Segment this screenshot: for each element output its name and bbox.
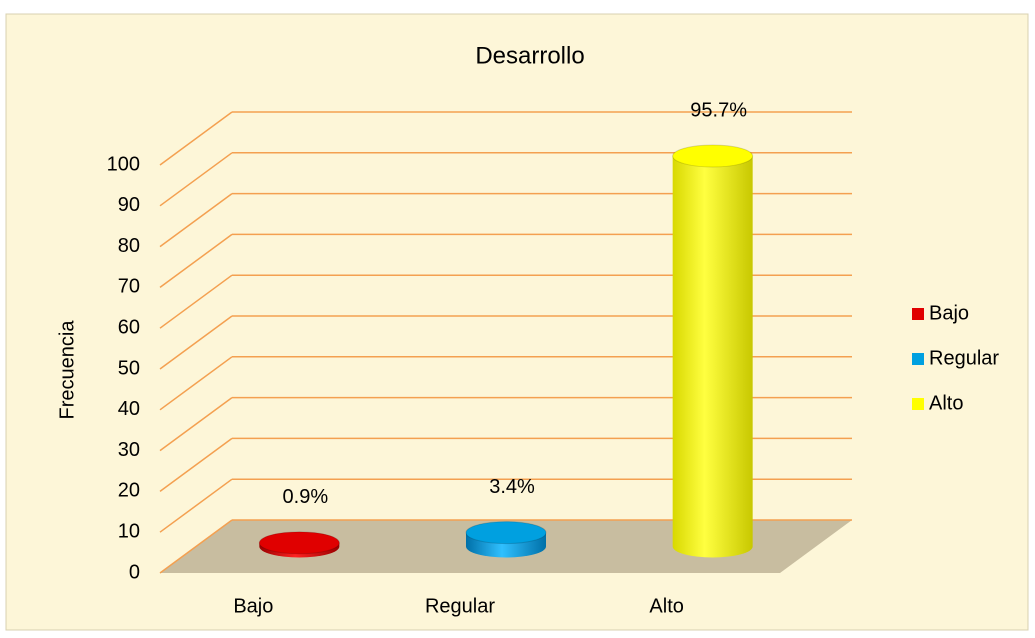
grid-line xyxy=(159,192,233,248)
y-tick-label: 50 xyxy=(118,357,140,379)
y-tick-label: 90 xyxy=(118,194,140,216)
y-tick-label: 20 xyxy=(118,480,140,502)
legend-label: Alto xyxy=(929,392,963,414)
data-label: 3.4% xyxy=(489,476,535,498)
y-tick-label: 30 xyxy=(118,439,140,461)
y-tick-label: 100 xyxy=(107,153,140,175)
chart-title: Desarrollo xyxy=(475,42,584,69)
grid-line xyxy=(159,274,233,329)
y-tick-label: 0 xyxy=(129,561,140,583)
grid-line xyxy=(159,315,233,370)
grid-line xyxy=(159,356,233,411)
legend-swatch xyxy=(912,398,924,410)
data-label: 95.7% xyxy=(690,99,747,121)
grid-line xyxy=(159,396,233,452)
y-tick-label: 80 xyxy=(118,235,140,257)
grid-line xyxy=(159,111,233,166)
bar xyxy=(672,156,753,558)
y-axis-label: Frecuencia xyxy=(56,320,78,420)
grid-line xyxy=(159,478,233,533)
x-tick-label: Bajo xyxy=(233,595,273,617)
grid-line xyxy=(159,152,233,207)
bar-cap xyxy=(465,521,547,545)
legend-swatch xyxy=(912,308,924,320)
y-tick-label: 40 xyxy=(118,398,140,420)
grid-line xyxy=(159,233,233,289)
grid-line xyxy=(159,437,233,493)
bar-cap xyxy=(672,144,754,168)
x-tick-label: Alto xyxy=(649,595,683,617)
y-tick-label: 60 xyxy=(118,316,140,338)
data-label: 0.9% xyxy=(283,486,329,508)
x-tick-label: Regular xyxy=(425,595,495,617)
legend-swatch xyxy=(912,353,924,365)
grid-line xyxy=(159,519,233,574)
legend-label: Regular xyxy=(929,347,999,369)
y-tick-label: 10 xyxy=(118,520,140,542)
y-tick-label: 70 xyxy=(118,276,140,298)
bar-cap xyxy=(258,531,340,555)
legend-label: Bajo xyxy=(929,302,969,324)
